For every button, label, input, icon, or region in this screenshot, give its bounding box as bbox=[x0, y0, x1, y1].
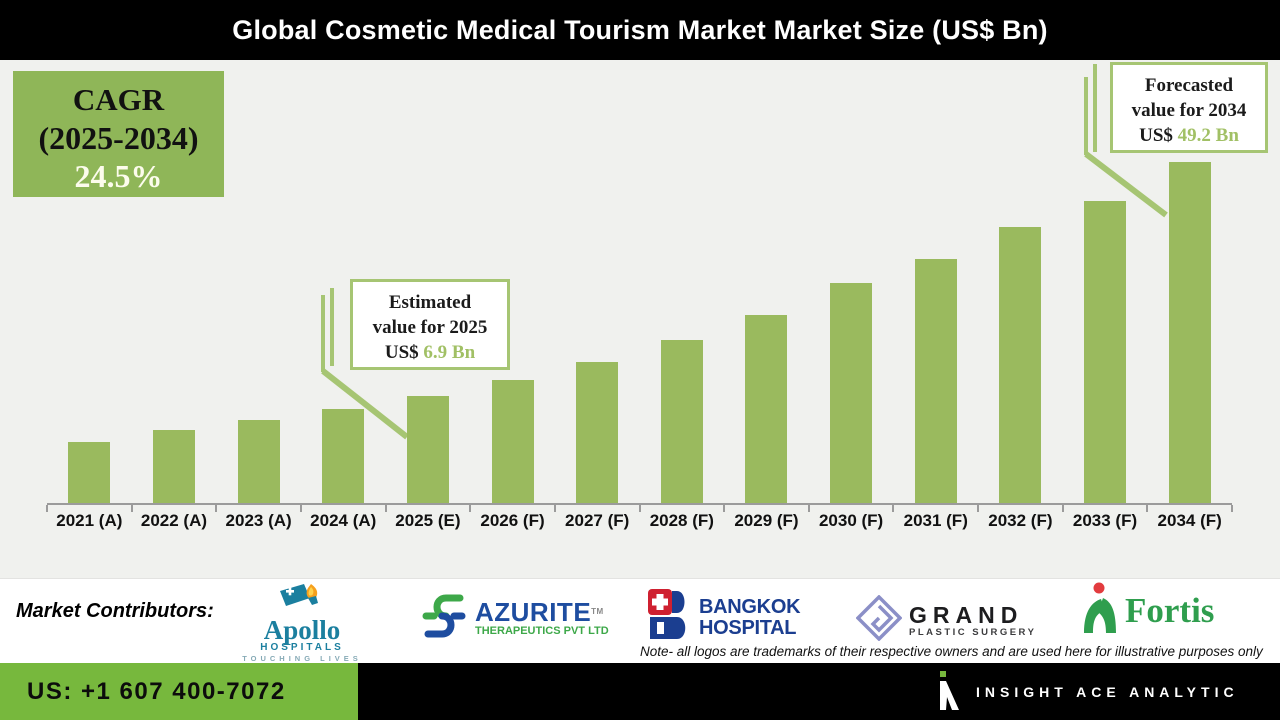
apollo-hospitals-text: HOSPITALS bbox=[260, 642, 344, 653]
fortis-logo: Fortis bbox=[1080, 581, 1214, 640]
axis-tick bbox=[1146, 505, 1149, 512]
azurite-tm-mark: TM bbox=[591, 607, 604, 616]
bangkok-hospital-logo: BANGKOK HOSPITAL bbox=[648, 589, 801, 646]
bangkok-line1: BANGKOK bbox=[699, 595, 801, 618]
bar-2034 bbox=[1168, 162, 1211, 503]
x-axis-label-2028: 2028 (F) bbox=[649, 511, 714, 530]
grand-plastic-surgery-logo: GRAND PLASTIC SURGERY bbox=[855, 594, 1037, 646]
bangkok-b-cross-icon bbox=[648, 589, 692, 646]
bar-2023 bbox=[237, 420, 280, 503]
bangkok-line2: HOSPITAL bbox=[699, 616, 797, 639]
cagr-label: CAGR bbox=[72, 82, 165, 117]
azurite-sub-text: THERAPEUTICS PVT LTD bbox=[475, 625, 609, 637]
phone-badge: US: +1 607 400-7072 bbox=[0, 663, 358, 720]
bar-2021 bbox=[68, 442, 111, 503]
x-axis-label-2034: 2034 (F) bbox=[1157, 511, 1222, 530]
azurite-cross-icon bbox=[420, 589, 468, 648]
x-axis-label-2021: 2021 (A) bbox=[56, 511, 123, 530]
axis-tick bbox=[807, 505, 810, 512]
grand-diamond-icon bbox=[855, 594, 903, 646]
bar-2032 bbox=[999, 227, 1042, 503]
apollo-hospitals-logo: Apollo HOSPITALS TOUCHING LIVES bbox=[240, 583, 364, 664]
axis-tick bbox=[130, 505, 133, 512]
callout-forecast-line1: Forecasted bbox=[1144, 75, 1234, 96]
fortis-wordmark: Fortis bbox=[1125, 590, 1215, 630]
bar-2031 bbox=[914, 259, 957, 503]
fortis-figure-icon bbox=[1080, 581, 1118, 640]
bar-2022 bbox=[152, 430, 195, 503]
axis-tick bbox=[1061, 505, 1064, 512]
axis-tick bbox=[469, 505, 472, 512]
callout-estimated-line2: value for 2025 bbox=[372, 317, 488, 338]
apollo-torch-icon bbox=[278, 583, 326, 618]
axis-tick bbox=[299, 505, 302, 512]
footer-bar: US: +1 607 400-7072 INSIGHT ACE ANALYTIC bbox=[0, 663, 1280, 720]
contributors-bar: Market Contributors: Apollo HOSPITALS TO… bbox=[0, 578, 1280, 663]
chart-area: CAGR (2025-2034) 24.5% Estimated value f… bbox=[0, 60, 1280, 578]
grand-sub-text: PLASTIC SURGERY bbox=[909, 626, 1037, 638]
bar-2026 bbox=[491, 380, 534, 503]
apollo-wordmark: Apollo bbox=[263, 615, 341, 645]
contributors-label: Market Contributors: bbox=[16, 600, 214, 622]
axis-tick bbox=[723, 505, 726, 512]
title-bar: Global Cosmetic Medical Tourism Market M… bbox=[0, 0, 1280, 60]
x-axis-label-2029: 2029 (F) bbox=[734, 511, 799, 530]
trademark-note: Note- all logos are trademarks of their … bbox=[640, 644, 1263, 659]
insight-ace-icon bbox=[936, 668, 962, 715]
callout-estimated-value: US$ 6.9 Bn bbox=[384, 342, 476, 363]
bar-2024 bbox=[322, 409, 365, 503]
bar-2033 bbox=[1084, 201, 1127, 503]
x-axis-label-2022: 2022 (A) bbox=[140, 511, 208, 530]
x-axis-label-2027: 2027 (F) bbox=[565, 511, 630, 530]
apollo-tagline: TOUCHING LIVES bbox=[242, 654, 362, 663]
bar-2028 bbox=[660, 340, 703, 503]
azurite-wordmark: AZURITETM bbox=[475, 597, 604, 627]
x-axis-label-2024: 2024 (A) bbox=[310, 511, 377, 530]
phone-number: US: +1 607 400-7072 bbox=[27, 677, 286, 705]
azurite-therapeutics-logo: AZURITETM THERAPEUTICS PVT LTD bbox=[420, 589, 609, 648]
x-axis-label-2025: 2025 (E) bbox=[395, 511, 461, 530]
chart-title: Global Cosmetic Medical Tourism Market M… bbox=[232, 14, 1048, 45]
cagr-range: (2025-2034) bbox=[38, 120, 199, 156]
axis-tick bbox=[977, 505, 980, 512]
callout-estimated-line1: Estimated bbox=[388, 292, 472, 313]
x-axis-label-2032: 2032 (F) bbox=[988, 511, 1053, 530]
axis-tick bbox=[638, 505, 641, 512]
x-axis-label-2033: 2033 (F) bbox=[1072, 511, 1138, 530]
callout-forecast-line2: value for 2034 bbox=[1131, 100, 1247, 121]
cagr-box: CAGR (2025-2034) 24.5% bbox=[13, 71, 224, 197]
bar-2030 bbox=[830, 283, 873, 503]
brand-name: INSIGHT ACE ANALYTIC bbox=[976, 683, 1239, 700]
bar-2029 bbox=[745, 315, 788, 503]
callout-forecast-value: US$ 49.2 Bn bbox=[1139, 125, 1239, 146]
x-axis-label-2026: 2026 (F) bbox=[480, 511, 545, 530]
bar-2025 bbox=[406, 396, 449, 503]
axis-tick bbox=[46, 505, 48, 512]
callout-estimated: Estimated value for 2025 US$ 6.9 Bn bbox=[350, 279, 510, 370]
x-axis-label-2023: 2023 (A) bbox=[225, 511, 292, 530]
axis-tick bbox=[215, 505, 218, 512]
grand-wordmark: GRAND bbox=[909, 601, 1024, 628]
axis-tick bbox=[553, 505, 556, 512]
cagr-value: 24.5% bbox=[74, 158, 163, 194]
axis-tick bbox=[892, 505, 895, 512]
bar-2027 bbox=[576, 362, 619, 503]
x-axis-line bbox=[47, 503, 1232, 505]
x-axis-label-2030: 2030 (F) bbox=[818, 511, 884, 530]
brand-logo: INSIGHT ACE ANALYTIC bbox=[936, 663, 1239, 720]
axis-tick bbox=[1231, 505, 1233, 512]
callout-forecast: Forecasted value for 2034 US$ 49.2 Bn bbox=[1110, 62, 1268, 153]
x-axis-label-2031: 2031 (F) bbox=[903, 511, 968, 530]
axis-tick bbox=[384, 505, 387, 512]
